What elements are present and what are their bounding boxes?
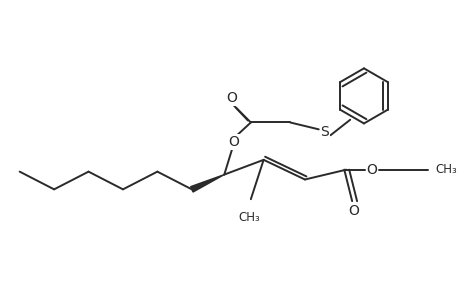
Text: O: O	[228, 135, 239, 149]
Text: O: O	[348, 204, 359, 218]
Text: O: O	[226, 91, 237, 105]
Polygon shape	[190, 175, 224, 192]
Text: S: S	[319, 125, 328, 139]
Text: O: O	[366, 163, 376, 177]
Text: CH₃: CH₃	[237, 211, 259, 224]
Text: CH₃: CH₃	[435, 163, 457, 176]
